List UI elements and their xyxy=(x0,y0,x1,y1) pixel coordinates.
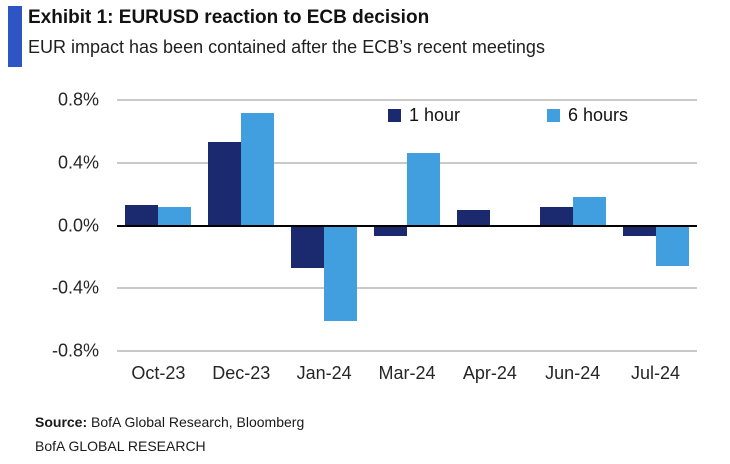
accent-bar xyxy=(8,6,22,67)
bar-1-hour-jul-24 xyxy=(622,225,656,237)
brand-line: BofA GLOBAL RESEARCH xyxy=(35,438,206,454)
y-tick-label: 0.4% xyxy=(57,152,99,173)
exhibit-title: Exhibit 1: EURUSD reaction to ECB decisi… xyxy=(28,7,430,28)
gridline xyxy=(117,99,697,101)
legend-label: 6 hours xyxy=(568,105,629,125)
legend-label: 1 hour xyxy=(409,105,461,125)
legend-item-1-hour: 1 hour xyxy=(388,105,460,126)
bar-6-hours-mar-24 xyxy=(407,153,440,226)
bar-1-hour-dec-23 xyxy=(208,142,242,226)
bar-6-hours-jun-24 xyxy=(572,197,606,226)
bar-6-hours-jan-24 xyxy=(324,225,358,322)
bar-1-hour-jun-24 xyxy=(539,206,573,226)
zero-axis-line xyxy=(117,224,697,227)
y-tick-label: 0.8% xyxy=(57,89,99,110)
source-line: Source: BofA Global Research, Bloomberg xyxy=(35,410,304,434)
x-tick-label: Mar-24 xyxy=(378,363,436,383)
bar-6-hours-oct-23 xyxy=(158,206,192,226)
bar-1-hour-apr-24 xyxy=(456,209,490,226)
bar-1-hour-jan-24 xyxy=(291,225,325,268)
exhibit-subtitle: EUR impact has been contained after the … xyxy=(28,37,545,57)
legend-swatch xyxy=(388,109,401,122)
source-note: Source: BofA Global Research, Bloomberg … xyxy=(35,410,304,458)
y-tick-label: 0.0% xyxy=(57,215,99,235)
y-tick-label: -0.4% xyxy=(51,277,99,298)
x-tick-label: Dec-23 xyxy=(212,363,271,383)
bar-6-hours-dec-23 xyxy=(241,112,275,226)
x-tick-label: Oct-23 xyxy=(131,363,186,383)
gridline xyxy=(117,287,697,290)
source-text: BofA Global Research, Bloomberg xyxy=(87,414,305,430)
x-tick-label: Jan-24 xyxy=(296,363,352,383)
bar-1-hour-oct-23 xyxy=(125,205,159,226)
plot-area: Oct-23 Dec-23 Jan-24 Mar-24 Apr-24 Jun-24 Jul-… xyxy=(117,99,697,383)
legend-item-6-hours: 6 hours xyxy=(547,105,628,126)
x-tick-label: Jul-24 xyxy=(631,363,681,383)
y-tick-label: -0.8% xyxy=(51,340,99,361)
source-label: Source: xyxy=(35,414,88,430)
legend-swatch xyxy=(547,109,560,122)
bar-6-hours-jul-24 xyxy=(655,225,689,267)
y-axis-labels: 0.8% 0.4% 0.0% -0.4% -0.8% xyxy=(0,90,99,361)
x-tick-label: Apr-24 xyxy=(462,363,517,383)
bar-1-hour-mar-24 xyxy=(374,225,407,237)
x-tick-label: Jun-24 xyxy=(545,363,601,383)
gridline xyxy=(117,350,697,352)
